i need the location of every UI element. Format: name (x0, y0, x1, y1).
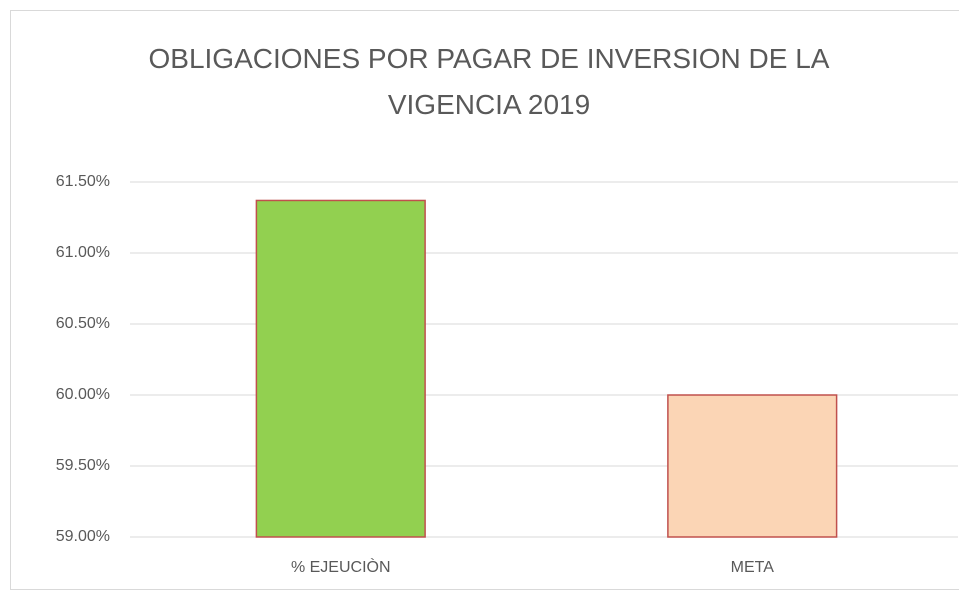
y-tick-label: 60.00% (56, 386, 110, 403)
y-tick-label: 61.50% (56, 173, 110, 190)
y-tick-label: 59.50% (56, 457, 110, 474)
x-tick-label: META (731, 559, 775, 576)
x-tick-label: % EJEUCIÒN (291, 557, 391, 576)
chart-title: OBLIGACIONES POR PAGAR DE INVERSION DE L… (148, 43, 830, 120)
y-tick-label: 60.50% (56, 315, 110, 332)
y-tick-label: 59.00% (56, 528, 110, 545)
bar (255, 199, 426, 538)
y-tick-label: 61.00% (56, 244, 110, 261)
bar (667, 394, 838, 538)
